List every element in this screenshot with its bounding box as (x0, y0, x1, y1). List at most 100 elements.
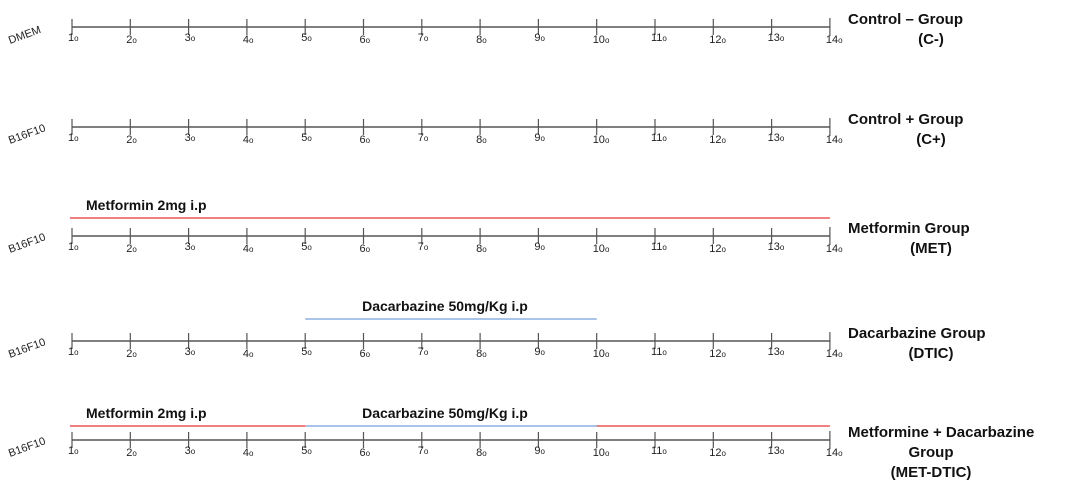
day-label: 4o (243, 134, 254, 146)
day-degree-mark: o (482, 245, 487, 254)
day-label: 6o (360, 243, 371, 255)
day-degree-mark: o (482, 36, 487, 45)
cell-line-label: B16F10 (7, 122, 47, 146)
day-label: 9o (534, 32, 545, 44)
day-degree-mark: o (541, 134, 546, 143)
day-label: 11o (651, 445, 667, 457)
day-degree-mark: o (424, 34, 429, 43)
day-label: 5o (301, 445, 312, 457)
day-degree-mark: o (838, 350, 843, 359)
day-degree-mark: o (132, 136, 137, 145)
group-name: Metformin Group (848, 220, 970, 237)
day-label: 1o (68, 346, 79, 358)
group-name: Metformine + Dacarbazine (848, 424, 1034, 441)
day-label: 3o (185, 32, 196, 44)
day-label: 10o (593, 243, 610, 255)
group-abbreviation: (DTIC) (909, 345, 954, 362)
day-label: 14o (826, 243, 843, 255)
day-degree-mark: o (838, 36, 843, 45)
group-abbreviation: (MET-DTIC) (891, 464, 972, 481)
day-label: 4o (243, 243, 254, 255)
day-label: 3o (185, 346, 196, 358)
day-label: 14o (826, 34, 843, 46)
day-degree-mark: o (662, 34, 667, 43)
day-label: 7o (418, 445, 429, 457)
day-degree-mark: o (307, 348, 312, 357)
day-label: 6o (360, 34, 371, 46)
day-degree-mark: o (366, 136, 371, 145)
day-degree-mark: o (249, 36, 254, 45)
day-degree-mark: o (366, 36, 371, 45)
day-label: 5o (301, 346, 312, 358)
day-degree-mark: o (541, 447, 546, 456)
day-label: 13o (768, 132, 785, 144)
timeline-row: 1o 2o 3o 4o 5o 6o 7o 8o 9o 10o 11o 12o 13o 14o B16F10 C… (7, 111, 964, 148)
day-degree-mark: o (838, 136, 843, 145)
day-label: 12o (709, 447, 726, 459)
day-degree-mark: o (424, 447, 429, 456)
day-label: 5o (301, 132, 312, 144)
day-degree-mark: o (780, 34, 785, 43)
day-degree-mark: o (482, 449, 487, 458)
day-label: 10o (593, 348, 610, 360)
cell-line-label: DMEM (7, 24, 43, 47)
treatment-label: Dacarbazine 50mg/Kg i.p (362, 405, 528, 421)
day-degree-mark: o (191, 134, 196, 143)
cell-line-label: B16F10 (7, 435, 47, 459)
group-name: Control – Group (848, 11, 963, 28)
day-label: 2o (126, 348, 137, 360)
day-label: 3o (185, 132, 196, 144)
day-label: 14o (826, 348, 843, 360)
day-degree-mark: o (722, 350, 727, 359)
day-label: 12o (709, 134, 726, 146)
day-degree-mark: o (74, 348, 79, 357)
day-label: 9o (534, 132, 545, 144)
day-degree-mark: o (605, 350, 610, 359)
day-degree-mark: o (366, 245, 371, 254)
day-label: 1o (68, 32, 79, 44)
day-degree-mark: o (249, 136, 254, 145)
day-degree-mark: o (780, 134, 785, 143)
timeline-row: 1o 2o 3o 4o 5o 6o 7o 8o 9o 10o 11o 12o 13o 14o B16F10 D… (7, 298, 986, 362)
day-degree-mark: o (74, 243, 79, 252)
day-label: 4o (243, 348, 254, 360)
day-label: 2o (126, 447, 137, 459)
day-degree-mark: o (191, 243, 196, 252)
day-degree-mark: o (424, 243, 429, 252)
day-degree-mark: o (424, 348, 429, 357)
group-abbreviation: Group (909, 444, 954, 461)
timeline-row: 1o 2o 3o 4o 5o 6o 7o 8o 9o 10o 11o 12o 13o 14o DMEM Con… (7, 11, 963, 48)
day-label: 10o (593, 134, 610, 146)
day-label: 1o (68, 445, 79, 457)
day-label: 6o (360, 447, 371, 459)
day-degree-mark: o (74, 447, 79, 456)
day-label: 10o (593, 447, 610, 459)
day-degree-mark: o (605, 36, 610, 45)
treatment-label: Metformin 2mg i.p (86, 405, 207, 421)
day-label: 3o (185, 445, 196, 457)
day-degree-mark: o (838, 245, 843, 254)
day-label: 1o (68, 241, 79, 253)
day-degree-mark: o (662, 348, 667, 357)
day-label: 11o (651, 32, 667, 44)
day-degree-mark: o (722, 36, 727, 45)
day-degree-mark: o (74, 134, 79, 143)
day-degree-mark: o (132, 449, 137, 458)
day-degree-mark: o (605, 449, 610, 458)
day-degree-mark: o (722, 136, 727, 145)
day-label: 2o (126, 34, 137, 46)
day-degree-mark: o (722, 449, 727, 458)
day-label: 13o (768, 445, 785, 457)
day-degree-mark: o (482, 350, 487, 359)
day-degree-mark: o (249, 245, 254, 254)
day-degree-mark: o (132, 350, 137, 359)
day-label: 4o (243, 34, 254, 46)
day-label: 8o (476, 134, 487, 146)
day-degree-mark: o (541, 243, 546, 252)
day-label: 13o (768, 241, 785, 253)
day-label: 1o (68, 132, 79, 144)
treatment-label: Metformin 2mg i.p (86, 197, 207, 213)
day-degree-mark: o (249, 350, 254, 359)
group-name: Dacarbazine Group (848, 325, 986, 342)
day-label: 14o (826, 134, 843, 146)
